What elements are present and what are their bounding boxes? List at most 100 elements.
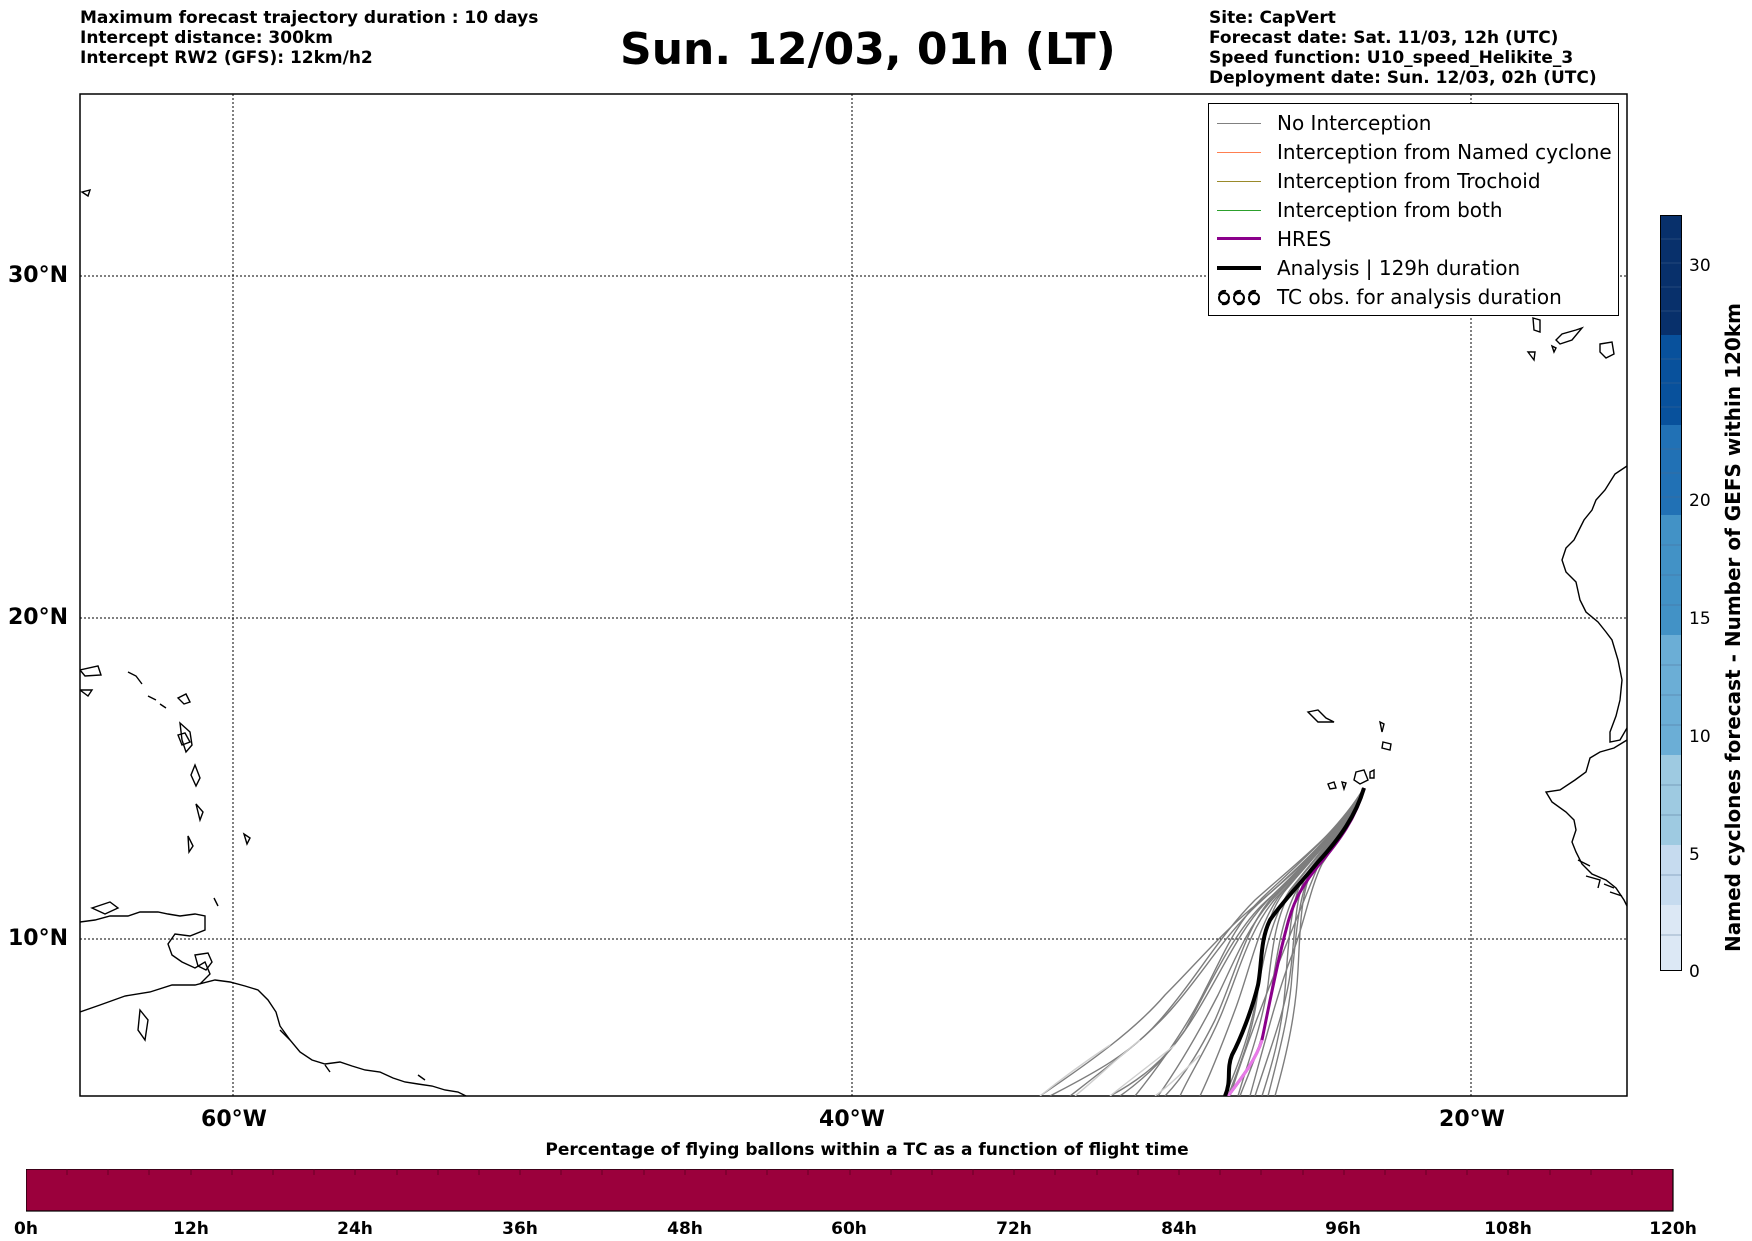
legend-label: Interception from both [1277,197,1503,222]
trajectory-line [1039,1044,1111,1096]
colorbar-band [1660,905,1682,971]
cyclone-colorbar [1660,215,1682,971]
map-legend: No Interception Interception from Named … [1208,103,1619,316]
legend-item-no-interception: No Interception [1215,108,1612,137]
legend-swatch [1215,229,1263,249]
bottom-tick-24h: 24h [337,1219,373,1239]
flight-time-colorbar [26,1169,1674,1212]
legend-label: TC obs. for analysis duration [1277,284,1562,309]
bottom-tick-60h: 60h [831,1219,867,1239]
legend-label: Analysis | 129h duration [1277,255,1521,280]
legend-item-analysis: Analysis | 129h duration [1215,253,1612,282]
lon-label-60w: 60°W [201,1107,267,1132]
legend-label: No Interception [1277,110,1432,135]
lat-label-20n: 20°N [8,605,69,630]
legend-item-named-cyclone: Interception from Named cyclone [1215,137,1612,166]
cape-verde-2 [1379,720,1385,733]
colorbar-band [1660,215,1682,335]
bottom-tick-12h: 12h [173,1219,209,1239]
legend-label: HRES [1277,226,1332,251]
legend-swatch [1215,142,1263,162]
bottom-tick-36h: 36h [502,1219,538,1239]
lesser-antilles-1 [179,721,193,754]
legend-label: Interception from Named cyclone [1277,139,1612,164]
lon-label-20w: 20°W [1439,1107,1505,1132]
trajectories [1039,787,1366,1096]
cyclone-icon [1215,287,1263,307]
analysis-trajectory [1223,787,1366,1096]
colorbar-tick-15: 15 [1689,609,1711,629]
forecast-date-text: Forecast date: Sat. 11/03, 12h (UTC) [1209,28,1559,48]
trajectory-line [1261,787,1365,1096]
legend-item-both: Interception from both [1215,195,1612,224]
colorbar-tick-30: 30 [1689,256,1711,276]
bottom-tick-120h: 120h [1649,1219,1697,1239]
canary-islands [1526,317,1615,362]
lesser-antilles-4 [187,835,194,855]
bermuda [80,189,92,198]
trajectory-line [1109,1044,1176,1096]
colorbar-tick-5: 5 [1689,845,1700,865]
legend-item-hres: HRES [1215,224,1612,253]
south-america-coast [80,979,467,1096]
colorbar-band [1660,335,1682,425]
trajectory-line [1237,787,1365,1096]
cape-verde-4 [1327,781,1347,792]
africa-coast [1544,465,1627,907]
lesser-antilles-3 [195,803,204,823]
colorbar-tick-0: 0 [1689,962,1700,982]
trajectory-line [1074,1039,1141,1096]
trajectory-line [1254,787,1365,1096]
intercept-rw2-text: Intercept RW2 (GFS): 12km/h2 [80,48,373,68]
bottom-tick-72h: 72h [996,1219,1032,1239]
bijagos-islands [1577,859,1623,897]
barbados [242,832,251,846]
colorbar-tick-10: 10 [1689,727,1711,747]
legend-swatch [1215,200,1263,220]
colorbar-band [1660,755,1682,845]
graticule [80,94,1627,1096]
legend-item-tc-obs: TC obs. for analysis duration [1215,282,1612,311]
legend-swatch [1215,171,1263,191]
cape-verde-3 [1381,741,1392,751]
lat-label-10n: 10°N [8,926,69,951]
venezuela-coast [80,911,211,985]
legend-swatch [1215,258,1263,278]
tobago [90,897,219,915]
legend-item-trochoid: Interception from Trochoid [1215,166,1612,195]
guyana-islands [137,1008,426,1081]
trajectory-line [1134,787,1365,1096]
cape-verde-5 [1353,768,1375,785]
lat-label-30n: 30°N [8,263,69,288]
bottom-tick-48h: 48h [667,1219,703,1239]
header-right: Site: CapVert Forecast date: Sat. 11/03,… [1209,8,1597,88]
header-left: Maximum forecast trajectory duration : 1… [80,8,538,68]
trajectory-line [1157,787,1365,1096]
max-duration-text: Maximum forecast trajectory duration : 1… [80,8,539,28]
trajectory-line [1154,1054,1201,1096]
colorbar-title: Named cyclones forecast - Number of GEFS… [1721,303,1745,952]
deployment-date-text: Deployment date: Sun. 12/03, 02h (UTC) [1209,68,1597,88]
legend-label: Interception from Trochoid [1277,168,1541,193]
lon-label-40w: 40°W [819,1107,885,1132]
intercept-distance-text: Intercept distance: 300km [80,28,333,48]
speed-function-text: Speed function: U10_speed_Helikite_3 [1209,48,1574,68]
faded-trajectory-ends [1039,1039,1201,1096]
bottom-colorbar-fill [26,1169,1674,1212]
trajectory-line [1164,787,1365,1096]
cape-verde-1 [1306,709,1335,723]
puerto-rico-area [80,665,102,698]
trinidad [194,952,213,971]
bottom-tick-108h: 108h [1484,1219,1532,1239]
trajectory-line [1039,787,1365,1096]
colorbar-tick-20: 20 [1689,491,1711,511]
guadeloupe [177,732,192,746]
coastlines [80,189,1627,1096]
lesser-antilles-2 [190,763,201,788]
colorbar-band [1660,425,1682,515]
bottom-tick-84h: 84h [1161,1219,1197,1239]
page-title: Sun. 12/03, 01h (LT) [620,24,1116,75]
virgin-islands [127,671,167,709]
antigua [176,693,191,705]
bottom-colorbar-title: Percentage of flying ballons within a TC… [545,1140,1189,1160]
